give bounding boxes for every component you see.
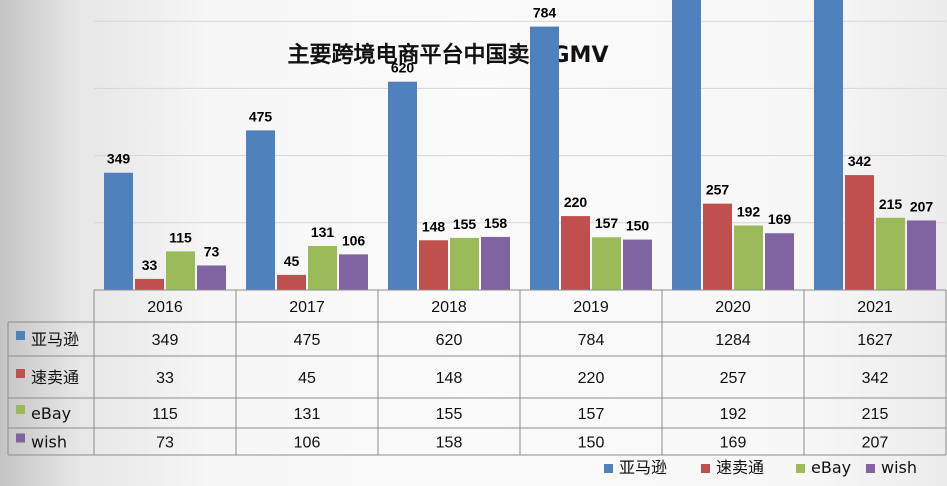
legend-key [796,464,805,473]
bar [734,225,763,290]
data-label: 148 [422,218,446,234]
table-cell: 106 [294,435,321,452]
bar [623,239,652,290]
data-label: 169 [768,211,792,227]
data-label: 158 [484,215,508,231]
legend-label: 速卖通 [716,458,764,477]
data-label: 207 [910,198,934,214]
table-cell: 150 [578,435,605,452]
legend-key [701,464,710,473]
bar [246,130,275,290]
category-label: 2017 [289,299,325,316]
table-cell: 1284 [715,332,751,349]
row-legend-key [16,369,25,378]
data-label: 115 [169,229,192,245]
table-cell: 342 [862,370,889,387]
table-cell: 349 [152,332,179,349]
data-label: 215 [879,196,903,212]
row-label: wish [31,433,67,452]
table-cell: 131 [294,406,321,423]
table-cell: 169 [720,435,747,452]
category-label: 2019 [573,299,609,316]
category-label: 2020 [715,299,751,316]
bar [388,81,417,291]
bar [135,278,164,290]
data-label: 342 [848,153,872,169]
bar [419,240,448,290]
table-cell: 158 [436,435,463,452]
bar [845,175,874,290]
bar [703,203,732,290]
bars [104,0,936,291]
legend-label: eBay [811,458,851,477]
legend-label: 亚马逊 [619,458,667,477]
table-cell: 784 [578,332,605,349]
table-cell: 115 [152,406,178,423]
bar [166,251,195,290]
data-label: 620 [391,60,415,76]
table-cell: 73 [156,435,174,452]
data-label: 73 [204,243,220,259]
bar [104,172,133,290]
legend-label: wish [881,458,917,477]
row-label: 亚马逊 [31,330,79,349]
data-label: 45 [284,253,300,269]
table-cell: 33 [156,370,174,387]
data-label: 33 [142,257,158,273]
data-label: 475 [249,108,273,124]
row-label: eBay [31,404,71,423]
row-label: 速卖通 [31,368,79,387]
data-label: 784 [533,5,557,21]
data-label: 155 [453,216,477,232]
category-label: 2018 [431,299,467,316]
row-legend-key [16,433,25,443]
data-label: 257 [706,182,730,198]
table-cell: 220 [578,370,605,387]
table-cell: 155 [436,406,463,423]
data-label: 131 [311,224,335,240]
bar [450,237,479,290]
bar [814,0,843,290]
data-label: 192 [737,203,761,219]
row-legend-key [16,331,25,340]
table-cell: 207 [862,435,889,452]
table-cell: 192 [720,406,747,423]
data-label: 220 [564,194,588,210]
row-legend-key [16,405,25,414]
bar [672,0,701,291]
table-cell: 475 [294,332,321,349]
bar [277,274,306,290]
bar [876,217,905,290]
table-cell: 215 [862,406,889,423]
table-cell: 1627 [857,332,893,349]
bar [481,236,510,290]
table-cell: 157 [578,406,605,423]
data-label: 157 [595,215,619,231]
bar [907,220,936,290]
bar [308,245,337,290]
table-cell: 620 [436,332,463,349]
legend-key [604,464,613,473]
table-cell: 257 [720,370,747,387]
category-label: 2021 [857,299,893,316]
table-cell: 148 [436,370,463,387]
bar [561,216,590,290]
bar [765,233,794,290]
bar [530,26,559,291]
legend-key [866,464,875,473]
data-label: 106 [342,232,366,248]
bar [197,265,226,290]
data-label: 150 [626,218,650,234]
chart-title: 主要跨境电商平台中国卖家GMV [288,42,609,68]
table-cell: 45 [298,370,316,387]
category-label: 2016 [147,299,183,316]
bar [339,254,368,290]
bar [592,237,621,290]
data-label: 349 [107,151,131,167]
legend: 亚马逊 速卖通 eBay wish [604,458,917,477]
data-labels: 3494756207841284162733451482202573421151… [107,5,934,273]
data-table: 2016 2017 2018 2019 2020 2021 亚马逊 349 475 620 784 1… [7,289,947,456]
gridlines [94,20,946,224]
